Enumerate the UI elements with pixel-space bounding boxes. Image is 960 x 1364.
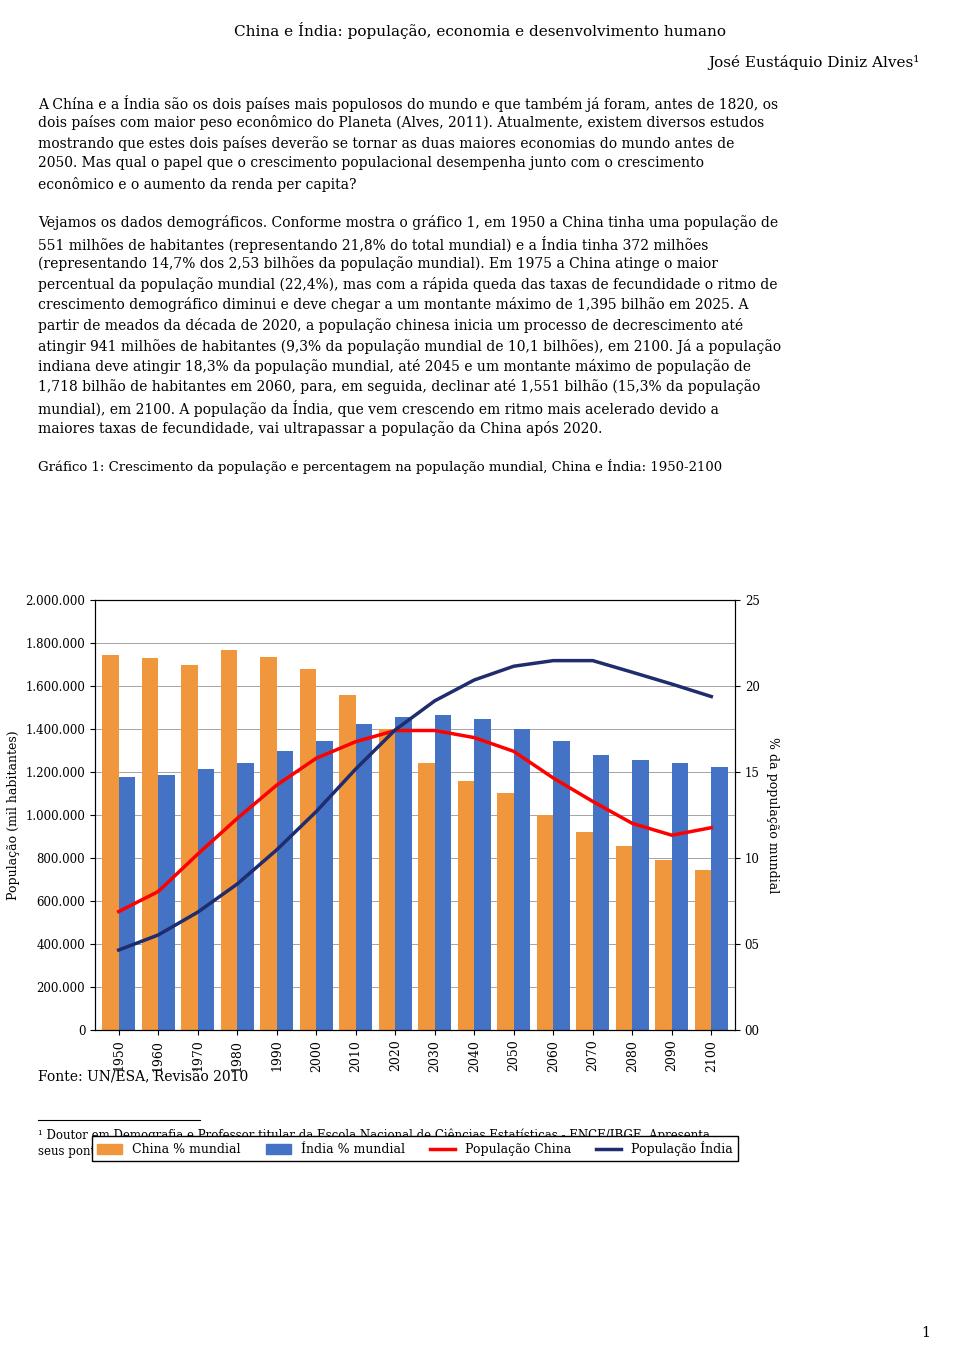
Bar (356, 724, 372, 1030)
Bar (672, 764, 688, 1030)
Bar (378, 728, 396, 1030)
Text: percentual da população mundial (22,4%), mas com a rápida queda das taxas de fec: percentual da população mundial (22,4%),… (38, 277, 778, 292)
Y-axis label: % da população mundial: % da população mundial (766, 737, 780, 893)
Bar (537, 816, 553, 1030)
Bar (339, 694, 356, 1030)
Text: maiores taxas de fecundidade, vai ultrapassar a população da China após 2020.: maiores taxas de fecundidade, vai ultrap… (38, 420, 602, 435)
Text: ¹ Doutor em Demografia e Professor titular da Escola Nacional de Ciências Estatí: ¹ Doutor em Demografia e Professor titul… (38, 1128, 709, 1142)
Bar (435, 715, 451, 1030)
Text: 2050. Mas qual o papel que o crescimento populacional desempenha junto com o cre: 2050. Mas qual o papel que o crescimento… (38, 157, 704, 170)
Text: dois países com maior peso econômico do Planeta (Alves, 2011). Atualmente, exist: dois países com maior peso econômico do … (38, 116, 764, 131)
Bar (119, 777, 135, 1030)
Bar (396, 717, 412, 1030)
Bar (497, 792, 514, 1030)
Text: José Eustáquio Diniz Alves¹: José Eustáquio Diniz Alves¹ (708, 55, 920, 70)
Bar (576, 832, 592, 1030)
Bar (142, 659, 158, 1030)
Text: Fonte: UN/ESA, Revisão 2010: Fonte: UN/ESA, Revisão 2010 (38, 1069, 249, 1084)
Text: China e Índia: população, economia e desenvolvimento humano: China e Índia: população, economia e des… (234, 22, 726, 40)
Text: Vejamos os dados demográficos. Conforme mostra o gráfico 1, em 1950 a China tinh: Vejamos os dados demográficos. Conforme … (38, 216, 779, 231)
Bar (221, 649, 237, 1030)
Text: partir de meados da década de 2020, a população chinesa inicia um processo de de: partir de meados da década de 2020, a po… (38, 318, 743, 333)
Bar (615, 846, 633, 1030)
Bar (181, 666, 198, 1030)
Text: A Chína e a Índia são os dois países mais populosos do mundo e que também já for: A Chína e a Índia são os dois países mai… (38, 95, 779, 112)
Bar (419, 764, 435, 1030)
Bar (695, 870, 711, 1030)
Bar (514, 728, 530, 1030)
Text: indiana deve atingir 18,3% da população mundial, até 2045 e um montante máximo d: indiana deve atingir 18,3% da população … (38, 359, 751, 374)
Legend: China % mundial, Índia % mundial, População China, População Índia: China % mundial, Índia % mundial, Popula… (92, 1136, 737, 1161)
Bar (158, 776, 175, 1030)
Bar (553, 741, 570, 1030)
Text: 551 milhões de habitantes (representando 21,8% do total mundial) e a Índia tinha: 551 milhões de habitantes (representando… (38, 236, 708, 252)
Bar (260, 656, 276, 1030)
Bar (711, 767, 728, 1030)
Bar (655, 859, 672, 1030)
Text: crescimento demográfico diminui e deve chegar a um montante máximo de 1,395 bilh: crescimento demográfico diminui e deve c… (38, 297, 749, 312)
Y-axis label: População (mil habitantes): População (mil habitantes) (7, 730, 20, 900)
Text: atingir 941 milhões de habitantes (9,3% da população mundial de 10,1 bilhões), e: atingir 941 milhões de habitantes (9,3% … (38, 338, 781, 353)
Bar (276, 752, 294, 1030)
Text: 1,718 bilhão de habitantes em 2060, para, em seguida, declinar até 1,551 bilhão : 1,718 bilhão de habitantes em 2060, para… (38, 379, 760, 394)
Bar (237, 764, 253, 1030)
Text: mostrando que estes dois países deverão se tornar as duas maiores economias do m: mostrando que estes dois países deverão … (38, 136, 734, 151)
Bar (316, 741, 333, 1030)
Text: seus pontos de vista em caráter pessoal. E-mail: (jed_alves@yahoo.com.br). Artig: seus pontos de vista em caráter pessoal.… (38, 1144, 689, 1158)
Bar (474, 719, 491, 1030)
Bar (300, 668, 316, 1030)
Text: econômico e o aumento da renda per capita?: econômico e o aumento da renda per capit… (38, 177, 356, 192)
Bar (592, 754, 610, 1030)
Bar (458, 780, 474, 1030)
Text: mundial), em 2100. A população da Índia, que vem crescendo em ritmo mais acelera: mundial), em 2100. A população da Índia,… (38, 400, 719, 417)
Text: (representando 14,7% dos 2,53 bilhões da população mundial). Em 1975 a China ati: (representando 14,7% dos 2,53 bilhões da… (38, 256, 718, 271)
Bar (198, 768, 214, 1030)
Bar (633, 760, 649, 1030)
Bar (102, 655, 119, 1030)
Text: Gráfico 1: Crescimento da população e percentagem na população mundial, China e : Gráfico 1: Crescimento da população e pe… (38, 460, 722, 475)
Text: 1: 1 (922, 1326, 930, 1339)
